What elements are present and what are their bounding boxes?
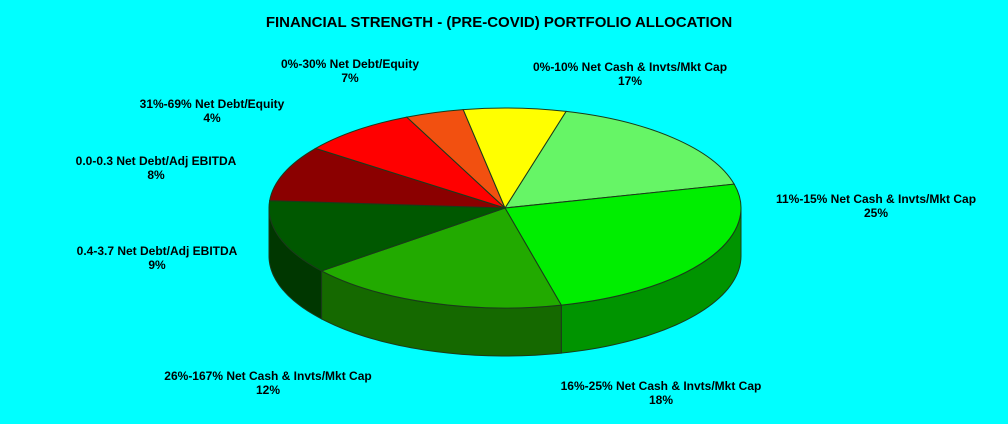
pie-slice-0-0-0-3-net-debt-adj-ebitda	[314, 116, 506, 209]
pie-slice-26-167-net-cash-invts-mkt-cap	[268, 200, 506, 272]
slice-value-label: 8%	[147, 168, 165, 182]
pie-slices	[268, 107, 742, 309]
slice-label: 0.0-0.3 Net Debt/Adj EBITDA	[76, 154, 237, 168]
slice-value-label: 18%	[649, 393, 673, 407]
slice-value-label: 17%	[618, 74, 642, 88]
slice-label: 0%-30% Net Debt/Equity	[281, 57, 419, 71]
slice-value-label: 4%	[203, 111, 221, 125]
slice-value-label: 25%	[864, 206, 888, 220]
slice-label: 31%-69% Net Debt/Equity	[140, 97, 285, 111]
slice-label: 26%-167% Net Cash & Invts/Mkt Cap	[164, 369, 371, 383]
pie-slice-11-15-net-cash-invts-mkt-cap	[504, 183, 742, 306]
slice-value-label: 7%	[341, 71, 359, 85]
slice-label: 0.4-3.7 Net Debt/Adj EBITDA	[77, 244, 238, 258]
pie-slice-0-10-net-cash-invts-mkt-cap	[504, 110, 736, 209]
pie-slice-0-4-3-7-net-debt-adj-ebitda	[269, 147, 506, 209]
chart-title: FINANCIAL STRENGTH - (PRE-COVID) PORTFOL…	[266, 14, 732, 31]
slice-label: 16%-25% Net Cash & Invts/Mkt Cap	[561, 379, 762, 393]
slice-value-label: 9%	[148, 258, 166, 272]
pie-slice-0-30-net-debt-equity	[462, 107, 567, 210]
pie-slice-16-25-net-cash-invts-mkt-cap	[320, 207, 563, 309]
slice-label: 11%-15% Net Cash & Invts/Mkt Cap	[776, 192, 976, 206]
slice-label: 0%-10% Net Cash & Invts/Mkt Cap	[533, 60, 727, 74]
slice-value-label: 12%	[256, 383, 280, 397]
